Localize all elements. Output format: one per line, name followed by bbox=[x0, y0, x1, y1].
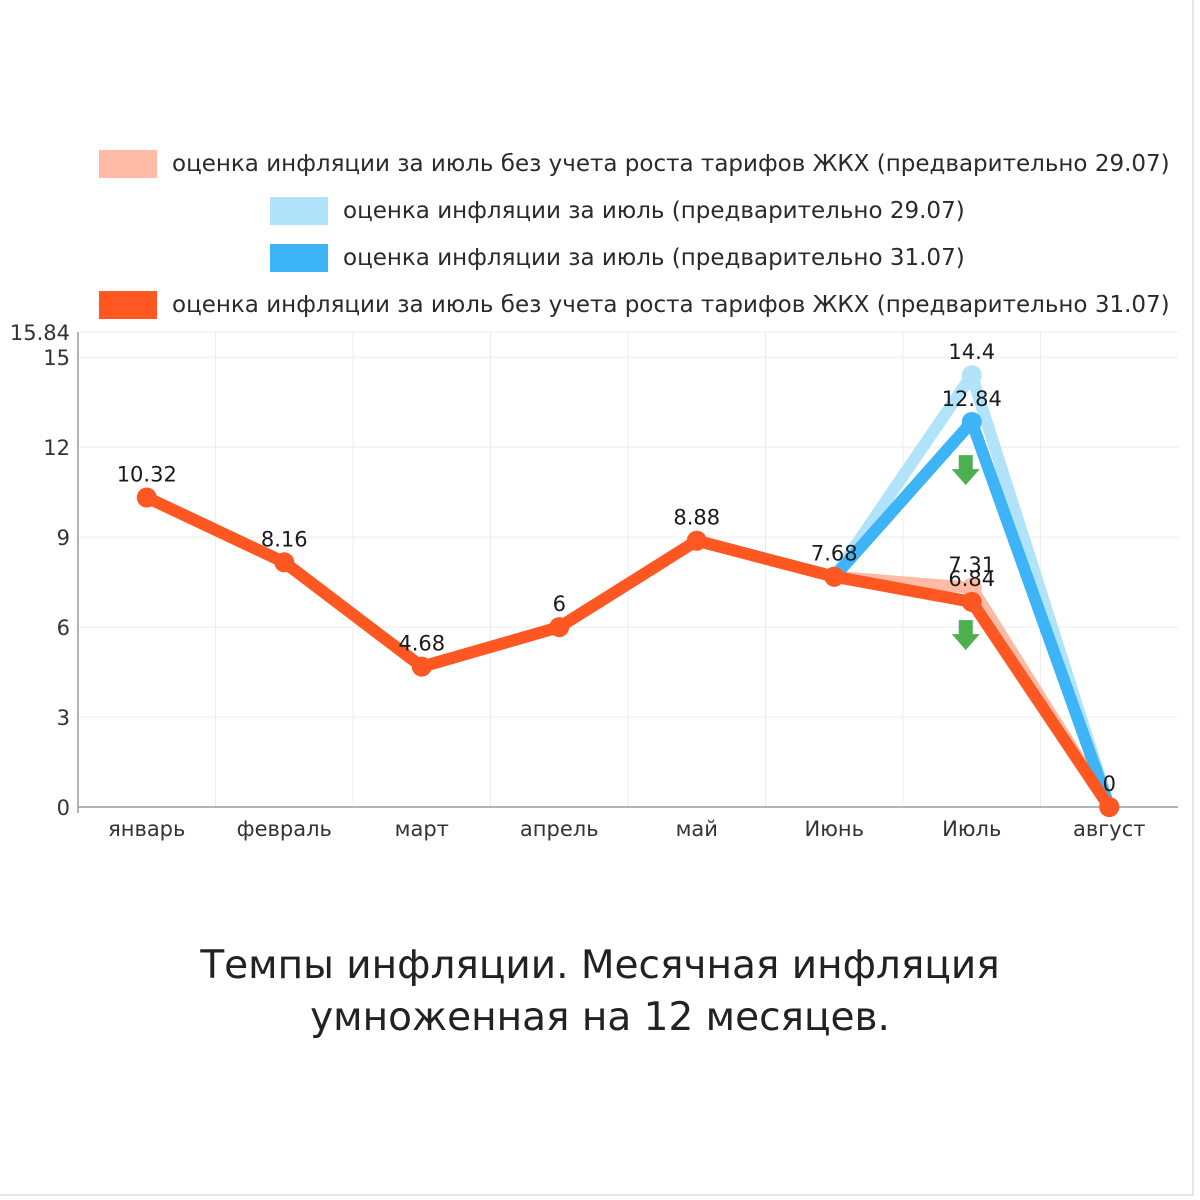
legend-label-4: оценка инфляции за июль без учета роста … bbox=[172, 291, 1170, 318]
data-label: 12.84 bbox=[942, 387, 1002, 411]
data-point-4 bbox=[824, 566, 845, 587]
chart-legend: оценка инфляции за июль без учета роста … bbox=[0, 140, 1200, 328]
data-point-4 bbox=[1099, 797, 1120, 817]
data-label: 7.31 bbox=[948, 553, 995, 577]
y-tick-label: 15.84 bbox=[10, 321, 70, 345]
y-tick-label: 6 bbox=[57, 616, 70, 640]
legend-label-1: оценка инфляции за июль без учета роста … bbox=[172, 150, 1170, 177]
chart-annotations bbox=[951, 455, 980, 651]
down-arrow-icon bbox=[951, 620, 980, 651]
legend-item-4[interactable]: оценка инфляции за июль без учета роста … bbox=[0, 281, 1200, 328]
legend-item-1[interactable]: оценка инфляции за июль без учета роста … bbox=[0, 140, 1200, 187]
data-label: 4.68 bbox=[398, 632, 445, 656]
legend-item-2[interactable]: оценка инфляции за июль (предварительно … bbox=[0, 187, 1200, 234]
caption-line-1: Темпы инфляции. Месячная инфляция bbox=[200, 943, 1000, 988]
x-tick-label: май bbox=[676, 817, 718, 841]
data-label: 6 bbox=[553, 592, 566, 616]
y-tick-label: 15 bbox=[43, 346, 70, 370]
data-label: 6.84 bbox=[948, 567, 995, 591]
data-point-4 bbox=[549, 617, 570, 638]
data-point-4 bbox=[961, 591, 982, 612]
data-point-3 bbox=[961, 411, 982, 432]
down-arrow-icon bbox=[951, 455, 980, 486]
data-label: 8.88 bbox=[673, 506, 720, 530]
data-point-4 bbox=[686, 530, 707, 551]
x-tick-label: Июль bbox=[942, 817, 1001, 841]
chart-data-labels: 7.31 14.4 12.84 10.32 8.16 4.68 6 8.88 7.68 6.84 0 bbox=[117, 340, 1116, 796]
x-tick-label: февраль bbox=[237, 817, 332, 841]
y-tick-label: 0 bbox=[57, 796, 70, 820]
y-tick-label: 3 bbox=[57, 706, 70, 730]
data-label: 7.68 bbox=[811, 542, 858, 566]
y-tick-label: 9 bbox=[57, 526, 70, 550]
legend-item-3[interactable]: оценка инфляции за июль (предварительно … bbox=[0, 234, 1200, 281]
y-tick-label: 12 bbox=[43, 436, 70, 460]
chart-grid bbox=[78, 331, 1178, 807]
legend-label-2: оценка инфляции за июль (предварительно … bbox=[343, 197, 965, 224]
data-point-1 bbox=[961, 577, 982, 598]
x-tick-label: март bbox=[395, 817, 449, 841]
chart-caption: Темпы инфляции. Месячная инфляция умноже… bbox=[0, 940, 1200, 1044]
data-label: 0 bbox=[1103, 772, 1116, 796]
x-tick-label: Июнь bbox=[805, 817, 865, 841]
series-line-4 bbox=[140, 491, 1116, 813]
caption-line-2: умноженная на 12 месяцев. bbox=[310, 995, 890, 1040]
data-label: 10.32 bbox=[117, 463, 177, 487]
data-label: 14.4 bbox=[948, 340, 995, 364]
x-tick-label: апрель bbox=[520, 817, 599, 841]
legend-swatch-2 bbox=[270, 196, 328, 225]
legend-swatch-1 bbox=[99, 149, 157, 178]
data-point-2 bbox=[961, 365, 982, 386]
x-tick-label: август bbox=[1073, 817, 1146, 841]
data-point-4 bbox=[136, 487, 157, 508]
data-point-4 bbox=[411, 656, 432, 677]
chart-series bbox=[136, 365, 1120, 817]
data-label: 8.16 bbox=[261, 527, 308, 551]
legend-swatch-3 bbox=[270, 243, 328, 272]
data-point-4 bbox=[274, 552, 295, 573]
legend-swatch-4 bbox=[99, 290, 157, 319]
x-tick-label: январь bbox=[108, 817, 185, 841]
legend-label-3: оценка инфляции за июль (предварительно … bbox=[343, 244, 965, 271]
